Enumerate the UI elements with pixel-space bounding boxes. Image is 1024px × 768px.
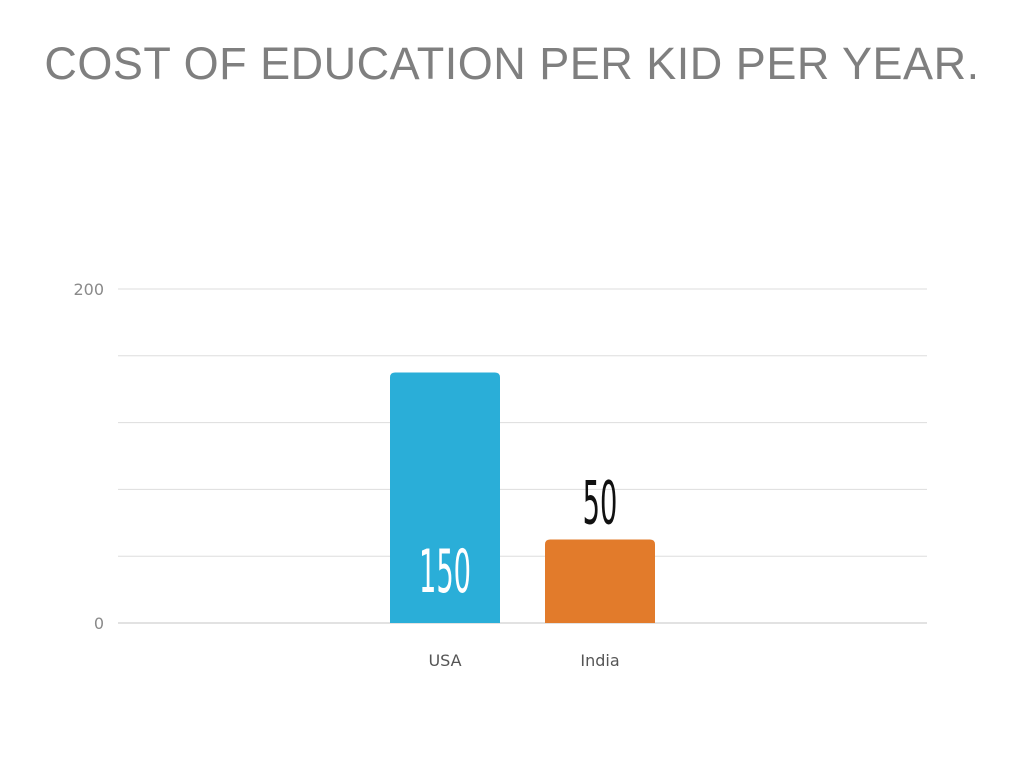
value-label: 150 bbox=[419, 537, 471, 606]
bar-india bbox=[545, 539, 655, 623]
y-tick-label: 200 bbox=[73, 280, 104, 299]
category-label: USA bbox=[428, 651, 461, 670]
slide-title: COST OF EDUCATION PER KID PER YEAR. bbox=[44, 38, 980, 89]
value-label: 50 bbox=[583, 468, 618, 537]
y-tick-label: 0 bbox=[94, 614, 104, 633]
category-label: India bbox=[580, 651, 619, 670]
bar-usa bbox=[390, 372, 500, 623]
